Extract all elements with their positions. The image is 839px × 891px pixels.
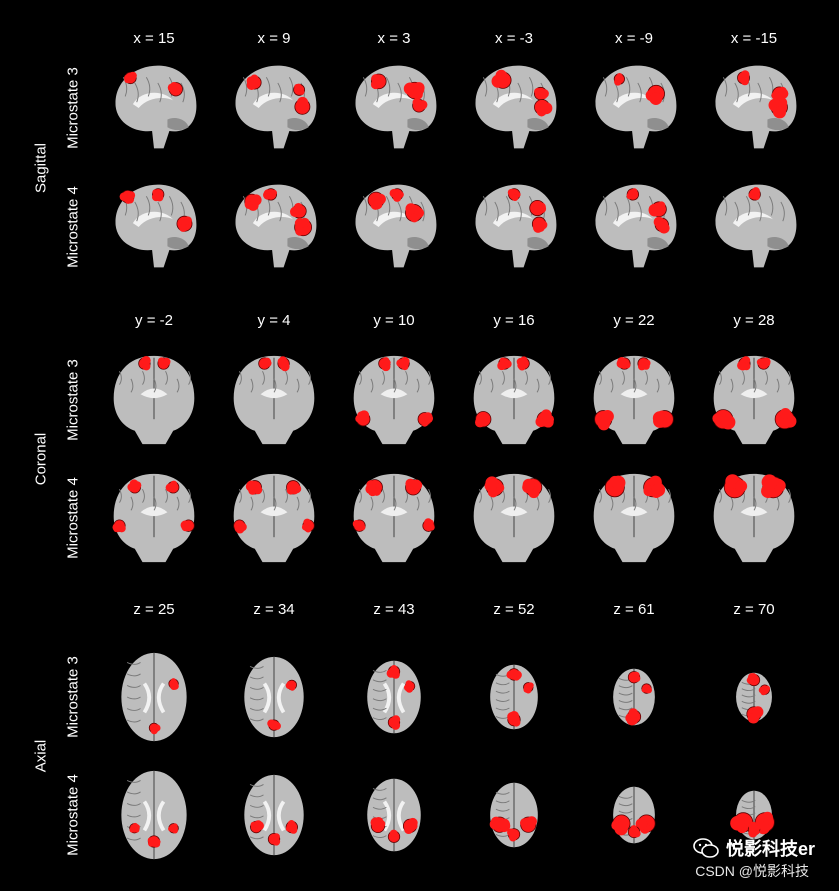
watermark: 悦影科技er bbox=[692, 835, 815, 861]
coord-label-coronal-1: y = 4 bbox=[257, 312, 291, 329]
brain-slice-sagittal-row1-col3 bbox=[355, 65, 437, 149]
brain-slice-coronal-row1-col5 bbox=[593, 355, 675, 445]
section-label-axial: Axial bbox=[32, 739, 50, 773]
coord-label-sagittal-4: x = -9 bbox=[615, 30, 653, 47]
coord-label-axial-1: z = 34 bbox=[253, 601, 295, 618]
brain-slice-axial-row1-col4 bbox=[490, 664, 538, 730]
coord-label-axial-4: z = 61 bbox=[613, 601, 655, 618]
row-label-coronal-0: Microstate 3 bbox=[64, 359, 82, 441]
brain-slice-coronal-row2-col6 bbox=[713, 473, 795, 563]
coord-label-sagittal-5: x = -15 bbox=[730, 30, 778, 47]
brain-slice-axial-row1-col6 bbox=[736, 672, 772, 724]
brain-slice-axial-row1-col3 bbox=[367, 660, 421, 734]
section-label-sagittal: Sagittal bbox=[32, 142, 50, 193]
coord-label-axial-2: z = 43 bbox=[373, 601, 415, 618]
brain-slice-axial-row2-col4 bbox=[489, 782, 538, 848]
brain-slice-axial-row2-col5 bbox=[611, 786, 656, 844]
csdn-credit: CSDN @悦影科技 bbox=[695, 863, 809, 879]
coord-label-coronal-0: y = -2 bbox=[135, 312, 173, 329]
coord-label-sagittal-1: x = 9 bbox=[257, 30, 291, 47]
row-label-sagittal-1: Microstate 4 bbox=[64, 186, 82, 268]
brain-slice-sagittal-row1-col2 bbox=[235, 65, 317, 149]
brain-slice-coronal-row2-col3 bbox=[352, 473, 435, 563]
brain-slice-coronal-row2-col4 bbox=[473, 473, 555, 563]
coord-label-sagittal-2: x = 3 bbox=[377, 30, 411, 47]
brain-slice-axial-row1-col1 bbox=[121, 652, 187, 742]
row-label-axial-0: Microstate 3 bbox=[64, 656, 82, 738]
brain-slice-sagittal-row2-col2 bbox=[235, 184, 317, 268]
brain-slice-coronal-row1-col3 bbox=[353, 355, 435, 445]
brain-slice-sagittal-row2-col5 bbox=[595, 184, 677, 268]
brain-slice-sagittal-row2-col4 bbox=[475, 184, 557, 268]
brain-slice-sagittal-row1-col1 bbox=[115, 65, 197, 149]
brain-slice-axial-row2-col3 bbox=[367, 778, 421, 852]
brain-slice-coronal-row1-col6 bbox=[712, 355, 797, 445]
row-label-sagittal-0: Microstate 3 bbox=[64, 67, 82, 149]
coord-label-coronal-4: y = 22 bbox=[613, 312, 655, 329]
brain-slice-sagittal-row1-col4 bbox=[475, 65, 557, 149]
brain-slice-axial-row1-col5 bbox=[613, 668, 655, 726]
coord-label-sagittal-3: x = -3 bbox=[495, 30, 533, 47]
brain-slice-sagittal-row2-col3 bbox=[355, 184, 437, 268]
coord-label-axial-0: z = 25 bbox=[133, 601, 175, 618]
brain-slice-coronal-row1-col1 bbox=[113, 355, 195, 445]
row-label-coronal-1: Microstate 4 bbox=[64, 477, 82, 559]
brain-slice-axial-row1-col2 bbox=[244, 656, 304, 738]
brain-slice-axial-row2-col2 bbox=[244, 774, 304, 856]
watermark-name: 悦影科技er bbox=[725, 839, 815, 859]
brain-slice-sagittal-row2-col6 bbox=[715, 184, 797, 268]
brain-slice-coronal-row2-col5 bbox=[593, 473, 675, 563]
row-label-axial-1: Microstate 4 bbox=[64, 774, 82, 856]
coord-label-axial-3: z = 52 bbox=[493, 601, 535, 618]
coord-label-coronal-3: y = 16 bbox=[493, 312, 535, 329]
brain-slice-coronal-row1-col4 bbox=[473, 355, 555, 445]
brain-slice-coronal-row2-col2 bbox=[233, 473, 315, 563]
brain-slice-axial-row2-col6 bbox=[730, 790, 775, 840]
section-label-coronal: Coronal bbox=[32, 432, 50, 486]
brain-slice-sagittal-row2-col1 bbox=[115, 184, 197, 268]
brain-slice-sagittal-row1-col6 bbox=[715, 65, 797, 149]
brain-slice-coronal-row2-col1 bbox=[112, 473, 195, 563]
brain-slice-sagittal-row1-col5 bbox=[595, 65, 677, 149]
coord-label-coronal-2: y = 10 bbox=[373, 312, 415, 329]
coord-label-sagittal-0: x = 15 bbox=[133, 30, 175, 47]
coord-label-coronal-5: y = 28 bbox=[733, 312, 775, 329]
coord-label-axial-5: z = 70 bbox=[733, 601, 775, 618]
brain-slice-axial-row2-col1 bbox=[121, 770, 187, 860]
brain-slice-coronal-row1-col2 bbox=[233, 355, 315, 445]
wechat-icon bbox=[693, 838, 719, 858]
